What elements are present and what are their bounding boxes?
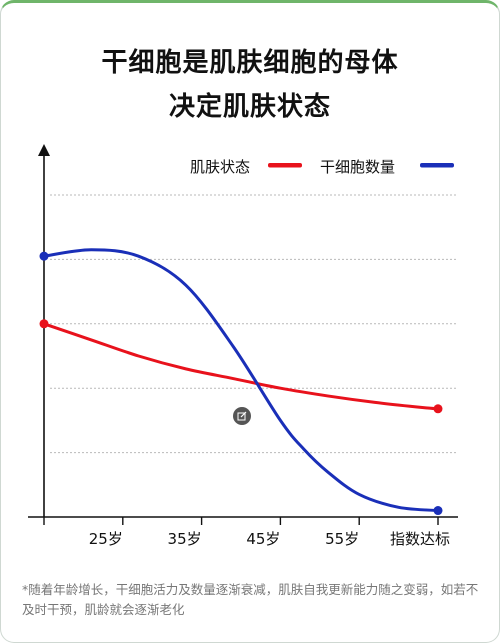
edit-glyph-icon [237,411,247,421]
series-point-stem-start [39,251,49,261]
legend-swatch-skin [268,163,302,168]
series-line-skin [42,322,440,411]
page-title-line2: 决定肌肤状态 [168,92,331,122]
x-tick-label: 45岁 [246,530,280,548]
x-tick-label: 55岁 [325,530,359,548]
legend-swatch-stem [420,163,454,168]
series-line-stem [42,248,440,513]
series-point-skin-end [433,404,443,414]
x-tick-label: 35岁 [168,530,202,548]
legend-label-stem: 干细胞数量 [320,158,395,176]
x-tick-label: 指数达标 [390,530,450,548]
legend-label-skin: 肌肤状态 [190,158,250,176]
series-point-skin-start [39,319,49,329]
page-title-line1: 干细胞是肌肤细胞的母体 [101,48,399,78]
edit-image-icon[interactable] [233,407,251,425]
series-point-stem-end [433,506,443,516]
y-axis-arrow [38,144,50,156]
footnote: *随着年龄增长，干细胞活力及数量逐渐衰减，肌肤自我更新能力随之变弱，如若不及时干… [22,582,479,617]
x-tick-label: 25岁 [89,530,123,548]
